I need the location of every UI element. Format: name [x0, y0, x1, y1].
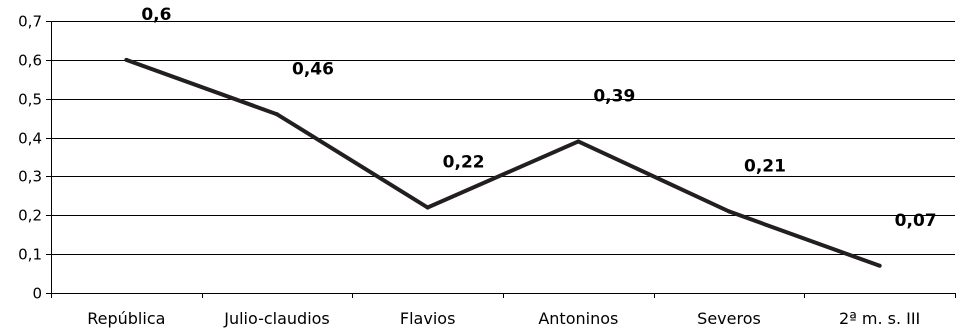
data-label: 0,46 — [292, 59, 334, 79]
y-tick-label: 0,2 — [18, 207, 42, 225]
y-axis-tick-labels: 0 0,1 0,2 0,3 0,4 0,5 0,6 0,7 — [18, 13, 42, 303]
series-line — [125, 57, 881, 268]
data-point — [727, 209, 731, 214]
x-category-label: 2ª m. s. III — [839, 309, 920, 328]
series-lines — [124, 57, 882, 268]
data-point — [576, 139, 581, 144]
y-tick-label: 0,7 — [18, 13, 42, 31]
data-label: 0,07 — [895, 211, 937, 231]
x-category-label: Severos — [697, 309, 761, 328]
x-category-label: Antoninos — [538, 309, 618, 328]
data-label: 0,22 — [443, 153, 485, 173]
y-tick-label: 0,5 — [18, 91, 42, 109]
data-point — [124, 57, 129, 62]
y-tick-label: 0,6 — [18, 52, 42, 70]
data-point — [877, 263, 882, 268]
axes — [46, 21, 956, 298]
x-axis-category-labels: República Julio-claudios Flavios Antoninos S… — [87, 309, 920, 328]
y-tick-label: 0 — [32, 285, 42, 303]
x-category-label: Flavios — [400, 309, 456, 328]
data-point — [275, 112, 279, 117]
data-label: 0,39 — [593, 86, 635, 106]
y-tick-label: 0,4 — [18, 130, 42, 148]
y-tick-label: 0,1 — [18, 246, 42, 264]
x-category-label: Julio-claudios — [223, 309, 330, 328]
data-label: 0,21 — [744, 156, 786, 176]
data-label: 0,6 — [141, 5, 171, 25]
data-labels: 0,6 0,46 0,22 0,39 0,21 0,07 — [141, 5, 936, 231]
data-point — [425, 205, 430, 210]
gridlines — [51, 21, 955, 255]
y-tick-label: 0,3 — [18, 168, 42, 186]
x-category-label: República — [87, 309, 165, 328]
